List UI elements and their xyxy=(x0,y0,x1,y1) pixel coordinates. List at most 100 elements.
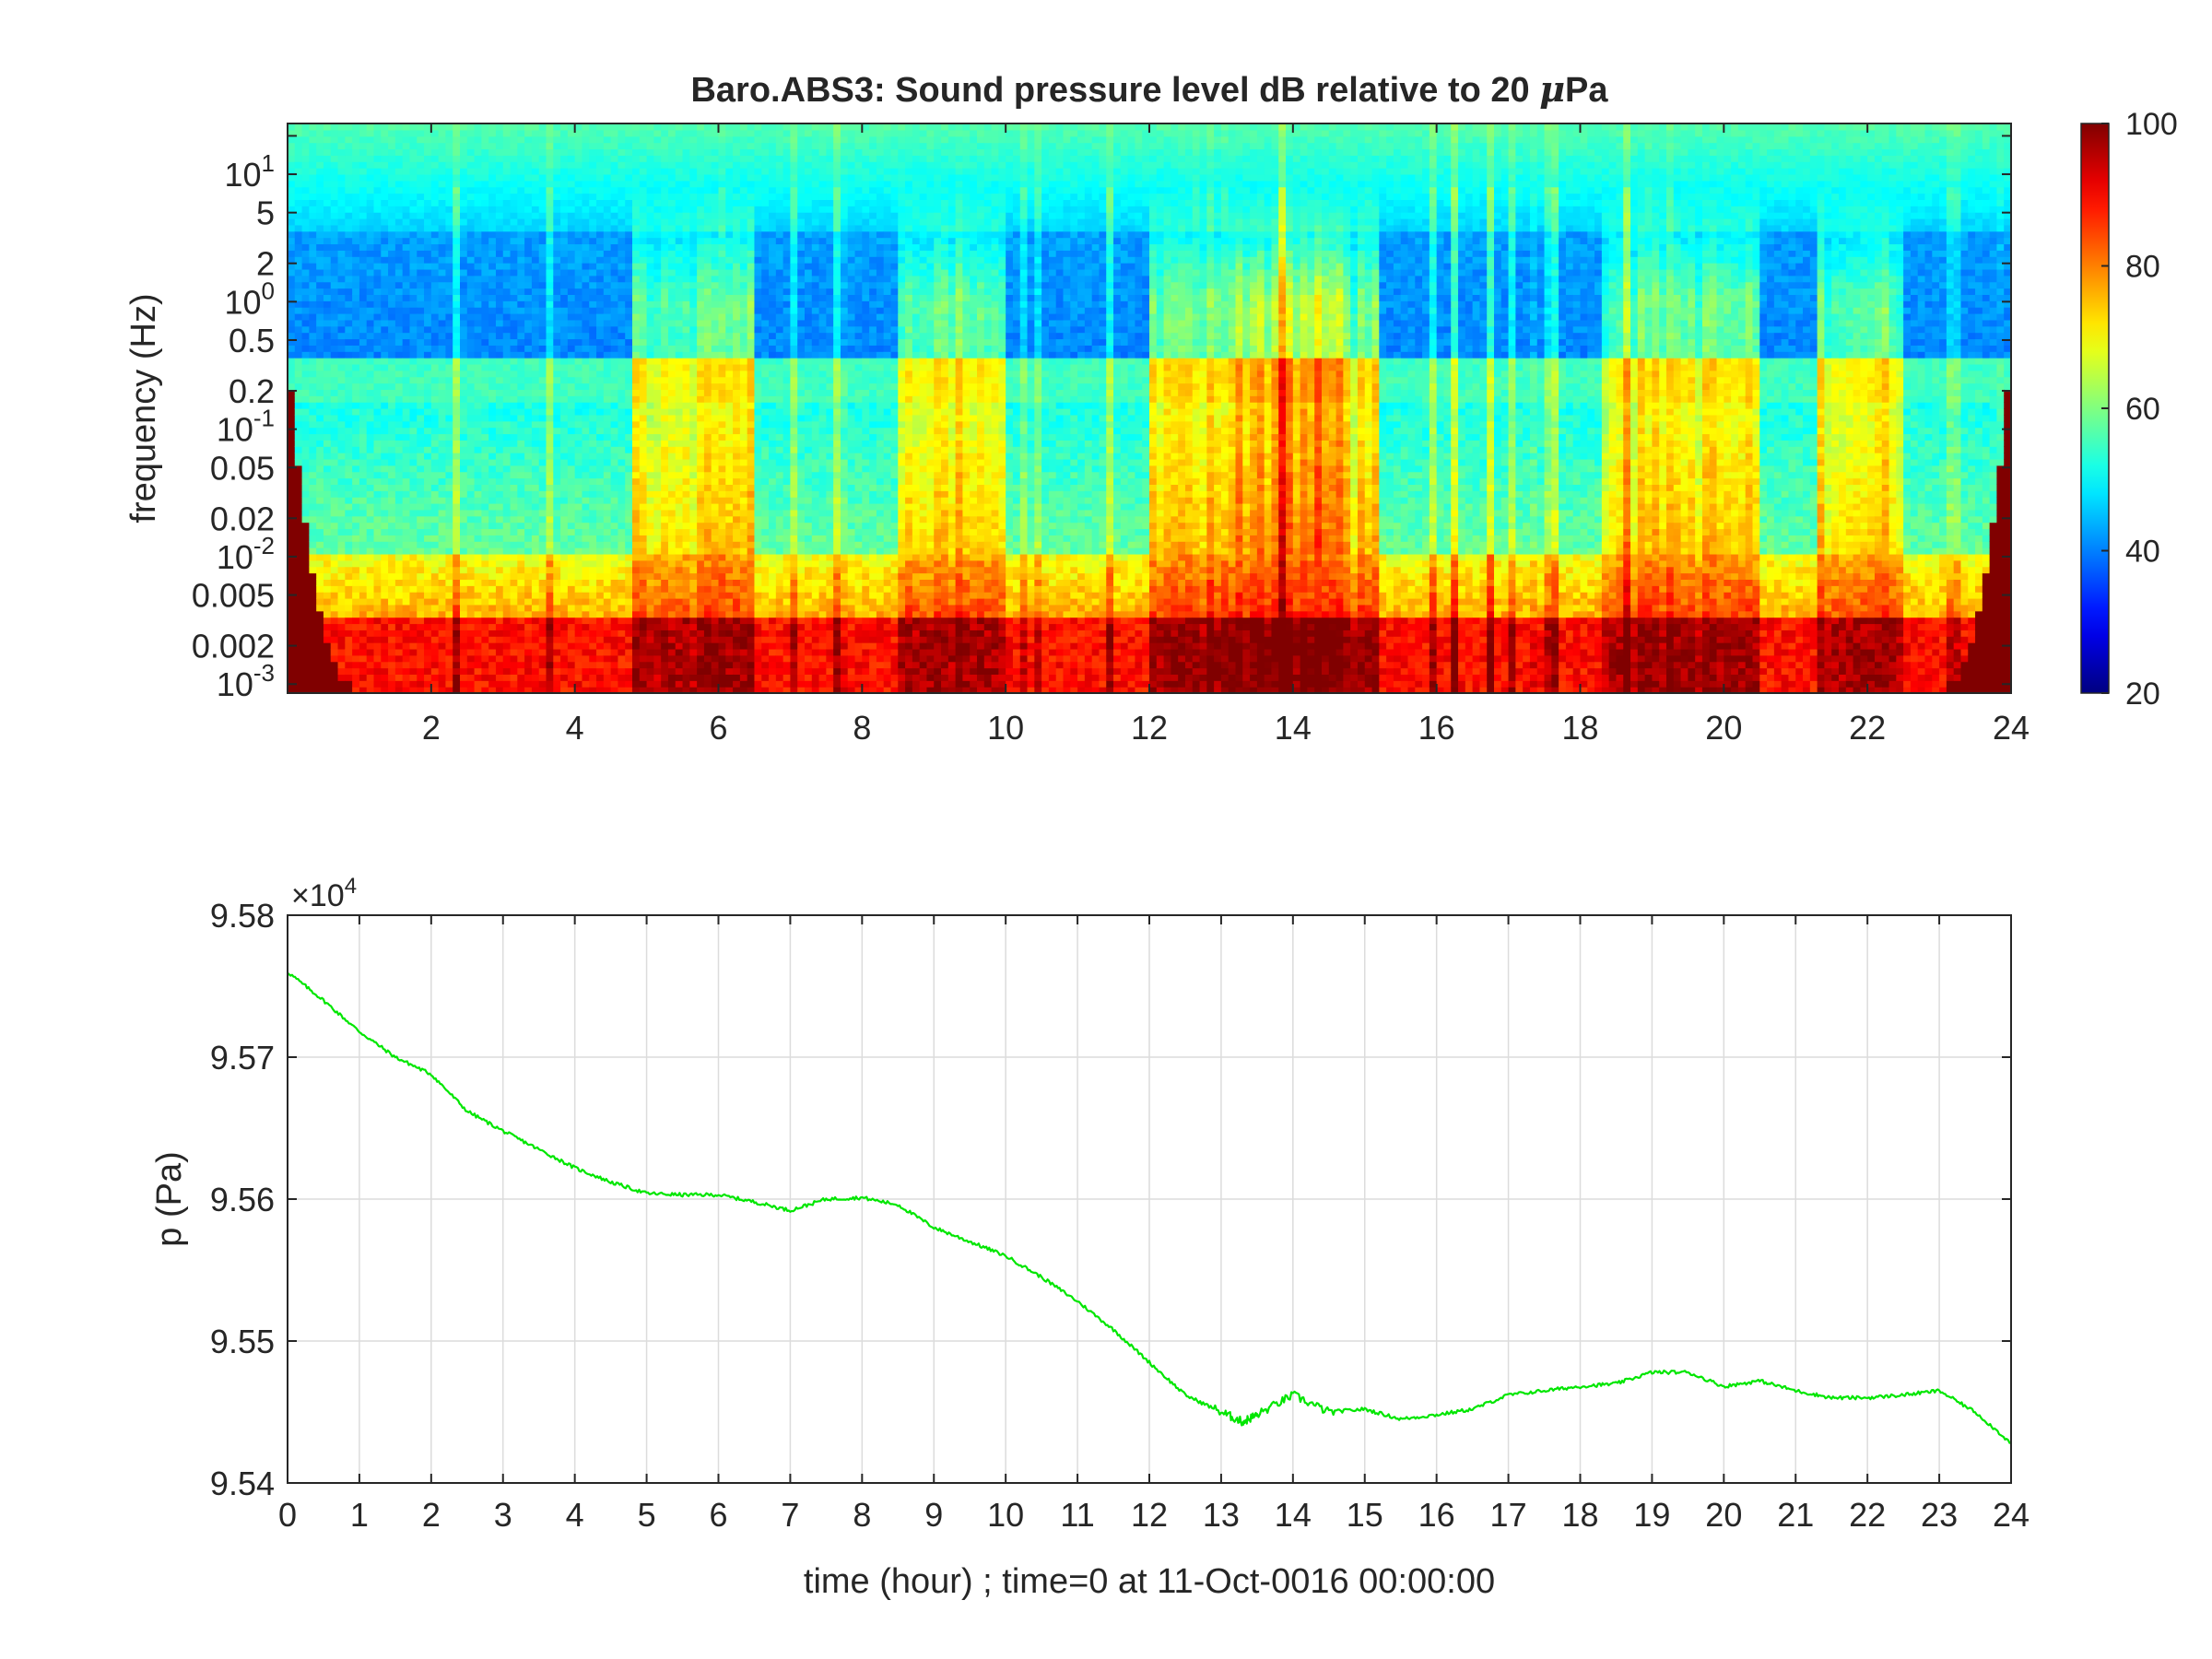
spectrogram-cell xyxy=(517,325,525,334)
spectrogram-cell xyxy=(373,623,382,630)
spectrogram-cell xyxy=(445,453,453,460)
spectrogram-cell xyxy=(409,497,418,504)
spectrogram-cell xyxy=(524,243,533,251)
spectrogram-cell xyxy=(337,218,346,226)
spectrogram-cell xyxy=(352,338,360,346)
spectrogram-cell xyxy=(394,610,404,618)
spectrogram-cell xyxy=(618,674,626,681)
spectrogram-cell xyxy=(589,300,597,308)
spectrogram-cell xyxy=(524,351,533,359)
spectrogram-cell xyxy=(481,173,489,182)
spectrogram-cell xyxy=(301,135,310,144)
spectrogram-cell xyxy=(646,528,654,535)
spectrogram-cell xyxy=(417,332,425,340)
spectrogram-cell xyxy=(560,566,569,574)
spectrogram-cell xyxy=(502,471,512,479)
spectrogram-cell xyxy=(409,453,418,460)
spectrogram-cell xyxy=(618,345,626,352)
spectrogram-cell xyxy=(417,224,425,232)
spectrogram-cell xyxy=(553,680,561,688)
spectrogram-cell xyxy=(632,358,641,365)
spectrogram-cell xyxy=(646,674,654,681)
spectrogram-cell xyxy=(603,345,612,352)
spectrogram-cell xyxy=(667,477,677,485)
spectrogram-cell xyxy=(531,338,540,346)
spectrogram-cell xyxy=(330,572,339,580)
spectrogram-cell xyxy=(402,465,411,473)
spectrogram-cell xyxy=(610,243,619,251)
spectrogram-cell xyxy=(531,300,540,308)
spectrogram-cell xyxy=(517,281,525,289)
spectrogram-cell xyxy=(610,142,619,150)
spectrogram-cell xyxy=(639,370,648,378)
spectrogram-cell xyxy=(646,572,654,580)
spectrogram-cell xyxy=(495,465,504,473)
spectrogram-cell xyxy=(309,124,317,131)
spectrogram-cell xyxy=(481,598,489,606)
spectrogram-cell xyxy=(538,528,547,535)
spectrogram-cell xyxy=(323,598,332,606)
spectrogram-cell xyxy=(567,382,576,390)
spectrogram-cell xyxy=(323,212,332,219)
spectrogram-cell xyxy=(632,598,641,606)
spectrogram-cell xyxy=(288,610,296,618)
spectrogram-cell xyxy=(596,623,605,630)
spectrogram-cell xyxy=(388,629,396,637)
spectrogram-cell xyxy=(430,528,440,535)
spectrogram-cell xyxy=(438,484,447,491)
spectrogram-cell xyxy=(359,212,368,219)
spectrogram-cell xyxy=(632,313,641,321)
spectrogram-cell xyxy=(352,351,360,359)
spectrogram-cell xyxy=(445,224,453,232)
spectrogram-cell xyxy=(582,446,590,453)
spectrogram-cell xyxy=(373,553,382,561)
spectrogram-cell xyxy=(560,135,569,144)
spectrogram-cell xyxy=(366,629,375,637)
spectrogram-cell xyxy=(294,592,303,599)
spectrogram-cell xyxy=(667,667,677,675)
spectrogram-cell xyxy=(417,408,425,416)
spectrogram-cell xyxy=(316,338,324,346)
spectrogram-cell xyxy=(453,522,461,530)
spectrogram-cell xyxy=(639,617,648,625)
spectrogram-cell xyxy=(466,358,476,365)
spectrogram-cell xyxy=(381,566,389,574)
spectrogram-cell xyxy=(639,667,648,675)
spectrogram-cell xyxy=(567,453,576,460)
spectrogram-cell xyxy=(417,661,425,669)
spectrogram-cell xyxy=(424,477,432,485)
spectrogram-cell xyxy=(625,490,633,498)
spectrogram-cell xyxy=(373,294,382,301)
spectrogram-cell xyxy=(445,414,453,422)
spectrogram-cell xyxy=(373,610,382,618)
spectrogram-cell xyxy=(366,376,375,384)
spectrogram-cell xyxy=(445,193,453,200)
spectrogram-cell xyxy=(481,528,489,535)
spectrogram-cell xyxy=(309,598,317,606)
spectrogram-cell xyxy=(424,263,432,270)
spectrogram-cell xyxy=(288,497,296,504)
spectrogram-cell xyxy=(323,288,332,295)
spectrogram-cell xyxy=(538,345,547,352)
spectrogram-cell xyxy=(667,522,677,530)
spectrogram-cell xyxy=(610,592,619,599)
spectrogram-title: Baro.ABS3: Sound pressure level dB relat… xyxy=(690,68,1608,110)
spectrogram-cell xyxy=(388,440,396,447)
spectrogram-cell xyxy=(667,155,677,162)
spectrogram-cell xyxy=(381,477,389,485)
spectrogram-cell xyxy=(553,268,561,276)
spectrogram-cell xyxy=(366,547,375,555)
spectrogram-cell xyxy=(531,629,540,637)
spectrogram-cell xyxy=(309,319,317,327)
spectrogram-cell xyxy=(618,408,626,416)
spectrogram-cell xyxy=(524,307,533,314)
spectrogram-cell xyxy=(301,161,310,169)
spectrogram-cell xyxy=(596,148,605,156)
spectrogram-cell xyxy=(381,263,389,270)
spectrogram-cell xyxy=(567,281,576,289)
spectrogram-cell xyxy=(288,484,296,491)
spectrogram-cell xyxy=(531,358,540,365)
spectrogram-cell xyxy=(345,642,353,650)
spectrogram-cell xyxy=(488,535,497,542)
spectrogram-cell xyxy=(603,294,612,301)
